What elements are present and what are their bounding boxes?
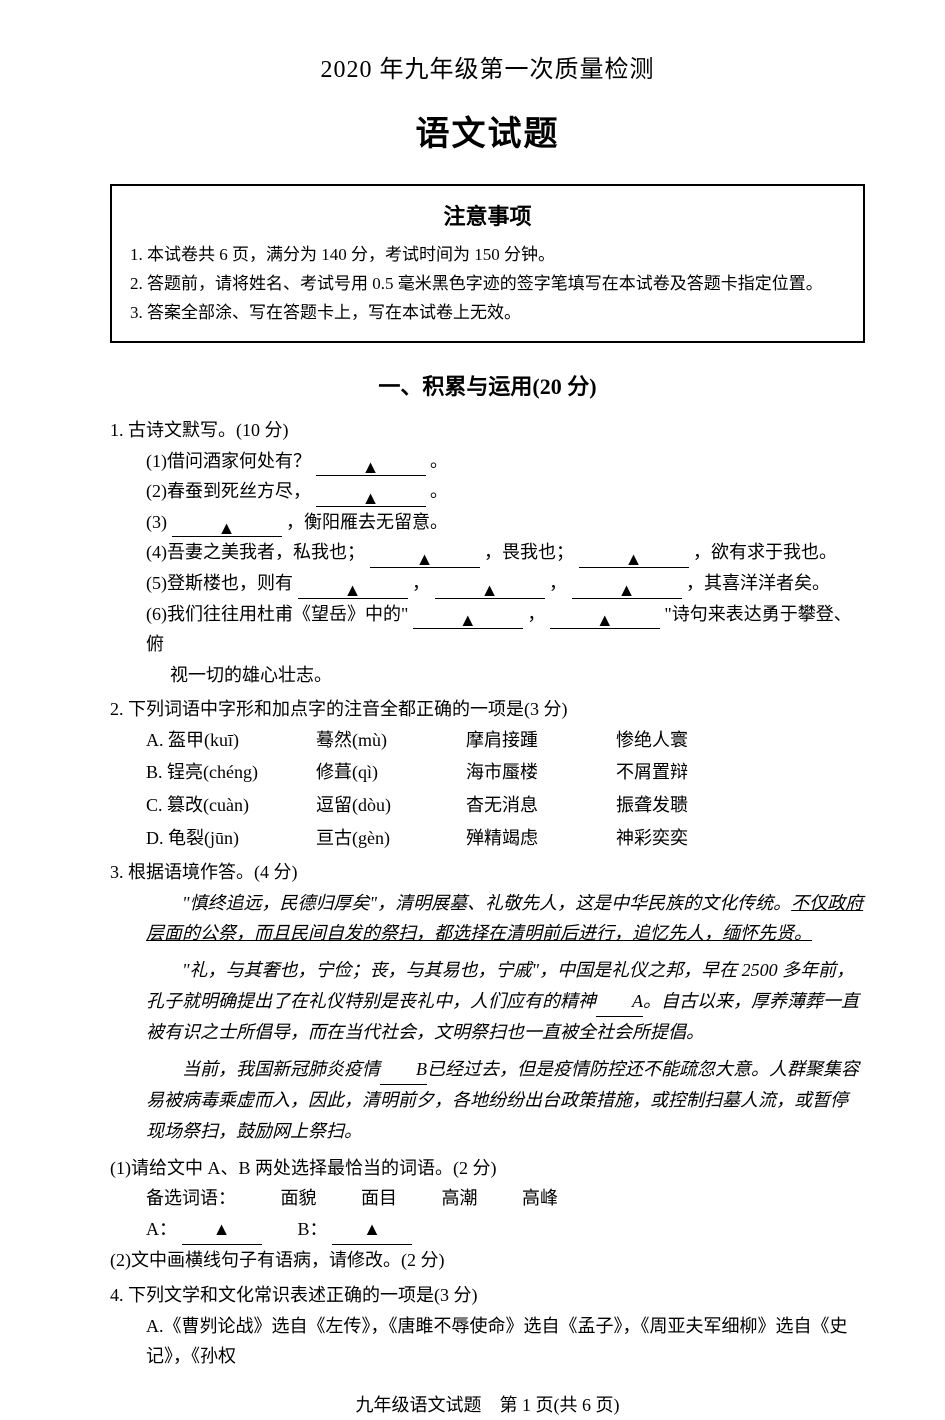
q2-a-3: 摩肩接踵: [466, 725, 616, 756]
q1-1-blank: ▲: [316, 458, 426, 476]
exam-title: 语文试题: [110, 106, 865, 164]
q1-item-2: (2)春蚕到死丝方尽， ▲ 。: [110, 476, 865, 507]
q3-candidates: 备选词语： 面貌 面目 高潮 高峰: [110, 1183, 865, 1214]
notice-box: 注意事项 1. 本试卷共 6 页，满分为 140 分，考试时间为 150 分钟。…: [110, 184, 865, 343]
q1-1-text-a: (1)借问酒家何处有？: [146, 451, 311, 471]
q1-5-text-a: (5)登斯楼也，则有: [146, 573, 293, 593]
q2-d-1: D. 龟裂(jūn): [146, 823, 316, 854]
q1-3-text-a: (3): [146, 512, 167, 532]
q1-6-text-b: ，: [527, 604, 545, 624]
q1-2-text-b: 。: [430, 481, 448, 501]
q3-passage-1: "慎终追远，民德归厚矣"，清明展墓、礼敬先人，这是中华民族的文化传统。不仅政府层…: [110, 888, 865, 949]
q1-item-5: (5)登斯楼也，则有 ▲ ， ▲ ， ▲ ，其喜洋洋者矣。: [110, 568, 865, 599]
q3-candidate-3: 高潮: [442, 1188, 478, 1208]
q1-4-text-c: ，欲有求于我也。: [693, 542, 837, 562]
q2-row-d: D. 龟裂(jūn) 亘古(gèn) 殚精竭虑 神彩奕奕: [110, 823, 865, 854]
notice-item-2: 2. 答题前，请将姓名、考试号用 0.5 毫米黑色字迹的签字笔填写在本试卷及答题…: [130, 270, 845, 297]
q1-6-blank-1: ▲: [413, 611, 523, 629]
q1-item-1: (1)借问酒家何处有？ ▲ 。: [110, 446, 865, 477]
q1-3-blank: ▲: [172, 519, 282, 537]
q2-d-2: 亘古(gèn): [316, 823, 466, 854]
q1-6-blank-2: ▲: [550, 611, 660, 629]
q1-3-text-b: ，衡阳雁去无留意。: [286, 512, 448, 532]
q3-ab-row: A： ▲ B： ▲: [110, 1214, 865, 1246]
q2-stem: 2. 下列词语中字形和加点字的注音全都正确的一项是(3 分): [110, 694, 865, 725]
question-1: 1. 古诗文默写。(10 分) (1)借问酒家何处有？ ▲ 。 (2)春蚕到死丝…: [110, 415, 865, 690]
q1-item-3: (3) ▲ ，衡阳雁去无留意。: [110, 507, 865, 538]
q1-6-text-a: (6)我们往往用杜甫《望岳》中的": [146, 604, 408, 624]
q1-2-text-a: (2)春蚕到死丝方尽，: [146, 481, 311, 501]
q2-b-4: 不屑置辩: [616, 757, 766, 788]
section-1-heading: 一、积累与运用(20 分): [110, 368, 865, 405]
q1-5-text-b: ，: [412, 573, 430, 593]
notice-item-3: 3. 答案全部涂、写在答题卡上，写在本试卷上无效。: [130, 299, 845, 326]
exam-supertitle: 2020 年九年级第一次质量检测: [110, 50, 865, 91]
q1-4-blank-2: ▲: [579, 550, 689, 568]
q2-c-3: 杳无消息: [466, 790, 616, 821]
q1-5-blank-3: ▲: [572, 581, 682, 599]
question-3: 3. 根据语境作答。(4 分) "慎终追远，民德归厚矣"，清明展墓、礼敬先人，这…: [110, 857, 865, 1276]
q4-stem: 4. 下列文学和文化常识表述正确的一项是(3 分): [110, 1280, 865, 1311]
q3-candidates-label: 备选词语：: [146, 1188, 236, 1208]
q1-item-4: (4)吾妻之美我者，私我也； ▲ ，畏我也； ▲ ，欲有求于我也。: [110, 537, 865, 568]
q3-candidate-1: 面貌: [281, 1188, 317, 1208]
q1-4-text-a: (4)吾妻之美我者，私我也；: [146, 542, 365, 562]
q2-row-b: B. 锃亮(chéng) 修葺(qì) 海市蜃楼 不屑置辩: [110, 757, 865, 788]
page-footer: 九年级语文试题 第 1 页(共 6 页): [110, 1390, 865, 1420]
q1-5-text-c: ，: [549, 573, 567, 593]
q2-c-2: 逗留(dòu): [316, 790, 466, 821]
q2-row-a: A. 盔甲(kuī) 蓦然(mù) 摩肩接踵 惨绝人寰: [110, 725, 865, 756]
q3-p3a: 当前，我国新冠肺炎疫情: [182, 1059, 380, 1079]
q1-4-blank-1: ▲: [370, 550, 480, 568]
question-4: 4. 下列文学和文化常识表述正确的一项是(3 分) A.《曹刿论战》选自《左传》…: [110, 1280, 865, 1372]
q3-blank-a: A: [596, 986, 643, 1018]
q1-5-blank-1: ▲: [298, 581, 408, 599]
q2-row-c: C. 篡改(cuàn) 逗留(dòu) 杳无消息 振聋发聩: [110, 790, 865, 821]
q3-p1a: "慎终追远，民德归厚矣"，清明展墓、礼敬先人，这是中华民族的文化传统。: [182, 893, 791, 913]
q3-candidate-4: 高峰: [522, 1188, 558, 1208]
q3-sub2: (2)文中画横线句子有语病，请修改。(2 分): [110, 1245, 865, 1276]
q1-4-text-b: ，畏我也；: [484, 542, 574, 562]
q2-b-2: 修葺(qì): [316, 757, 466, 788]
q3-stem: 3. 根据语境作答。(4 分): [110, 857, 865, 888]
q4-option-a: A.《曹刿论战》选自《左传》，《唐雎不辱使命》选自《孟子》，《周亚夫军细柳》选自…: [110, 1311, 865, 1372]
q2-a-2: 蓦然(mù): [316, 725, 466, 756]
q2-d-4: 神彩奕奕: [616, 823, 766, 854]
q1-6-text-d: 视一切的雄心壮志。: [170, 665, 332, 685]
q1-2-blank: ▲: [316, 489, 426, 507]
q1-item-6: (6)我们往往用杜甫《望岳》中的" ▲ ， ▲ "诗句来表达勇于攀登、俯: [110, 599, 865, 660]
q2-d-3: 殚精竭虑: [466, 823, 616, 854]
q3-passage-2: "礼，与其奢也，宁俭；丧，与其易也，宁戚"，中国是礼仪之邦，早在 2500 多年…: [110, 955, 865, 1048]
q2-a-1: A. 盔甲(kuī): [146, 725, 316, 756]
notice-title: 注意事项: [130, 198, 845, 235]
question-2: 2. 下列词语中字形和加点字的注音全都正确的一项是(3 分) A. 盔甲(kuī…: [110, 694, 865, 853]
q1-5-text-d: ，其喜洋洋者矣。: [686, 573, 830, 593]
q2-b-1: B. 锃亮(chéng): [146, 757, 316, 788]
q3-a-label: A：: [146, 1219, 177, 1239]
q3-blank-b: B: [380, 1054, 427, 1086]
q3-candidate-2: 面目: [361, 1188, 397, 1208]
q1-5-blank-2: ▲: [435, 581, 545, 599]
q2-a-4: 惨绝人寰: [616, 725, 766, 756]
q1-1-text-b: 。: [430, 451, 448, 471]
q3-b-blank: ▲: [332, 1214, 412, 1246]
q3-b-label: B：: [298, 1219, 328, 1239]
q2-b-3: 海市蜃楼: [466, 757, 616, 788]
q3-passage-3: 当前，我国新冠肺炎疫情B已经过去，但是疫情防控还不能疏忽大意。人群聚集容易被病毒…: [110, 1054, 865, 1147]
q2-c-4: 振聋发聩: [616, 790, 766, 821]
q3-sub1: (1)请给文中 A、B 两处选择最恰当的词语。(2 分): [110, 1153, 865, 1184]
q3-a-blank: ▲: [182, 1214, 262, 1246]
q2-c-1: C. 篡改(cuàn): [146, 790, 316, 821]
q1-item-6-cont: 视一切的雄心壮志。: [110, 660, 865, 691]
q1-stem: 1. 古诗文默写。(10 分): [110, 415, 865, 446]
notice-item-1: 1. 本试卷共 6 页，满分为 140 分，考试时间为 150 分钟。: [130, 241, 845, 268]
